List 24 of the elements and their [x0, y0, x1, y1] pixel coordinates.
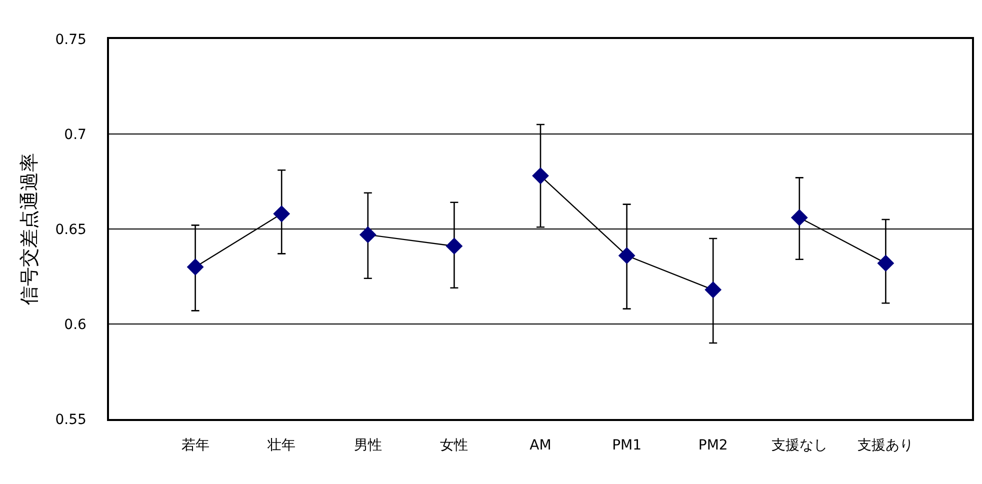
x-tick-label: 若年: [181, 438, 210, 454]
y-axis-title: 信号交差点通過率: [18, 153, 41, 305]
point: [273, 205, 290, 222]
y-tick-label: 0.75: [55, 32, 86, 48]
y-tick-label: 0.7: [64, 126, 86, 143]
x-tick-label: PM1: [612, 438, 642, 454]
x-tick-label: AM: [530, 438, 552, 454]
point: [532, 167, 549, 184]
x-tick-label: 女性: [440, 438, 468, 454]
point: [790, 209, 808, 226]
y-tick-label: 0.65: [55, 222, 86, 238]
x-tick-label: 支援なし: [771, 438, 828, 454]
y-tick-label: 0.55: [55, 412, 86, 428]
y-tick-label: 0.6: [64, 316, 87, 333]
x-tick-label: 壮年: [266, 438, 296, 454]
x-tick-label: PM2: [698, 438, 728, 454]
point: [186, 258, 204, 276]
point: [704, 281, 722, 298]
x-tick-label: 支援あり: [858, 438, 914, 454]
point: [877, 254, 894, 272]
point: [618, 247, 636, 264]
point: [446, 238, 463, 255]
x-tick-label: 男性: [354, 438, 382, 454]
point: [359, 226, 376, 244]
